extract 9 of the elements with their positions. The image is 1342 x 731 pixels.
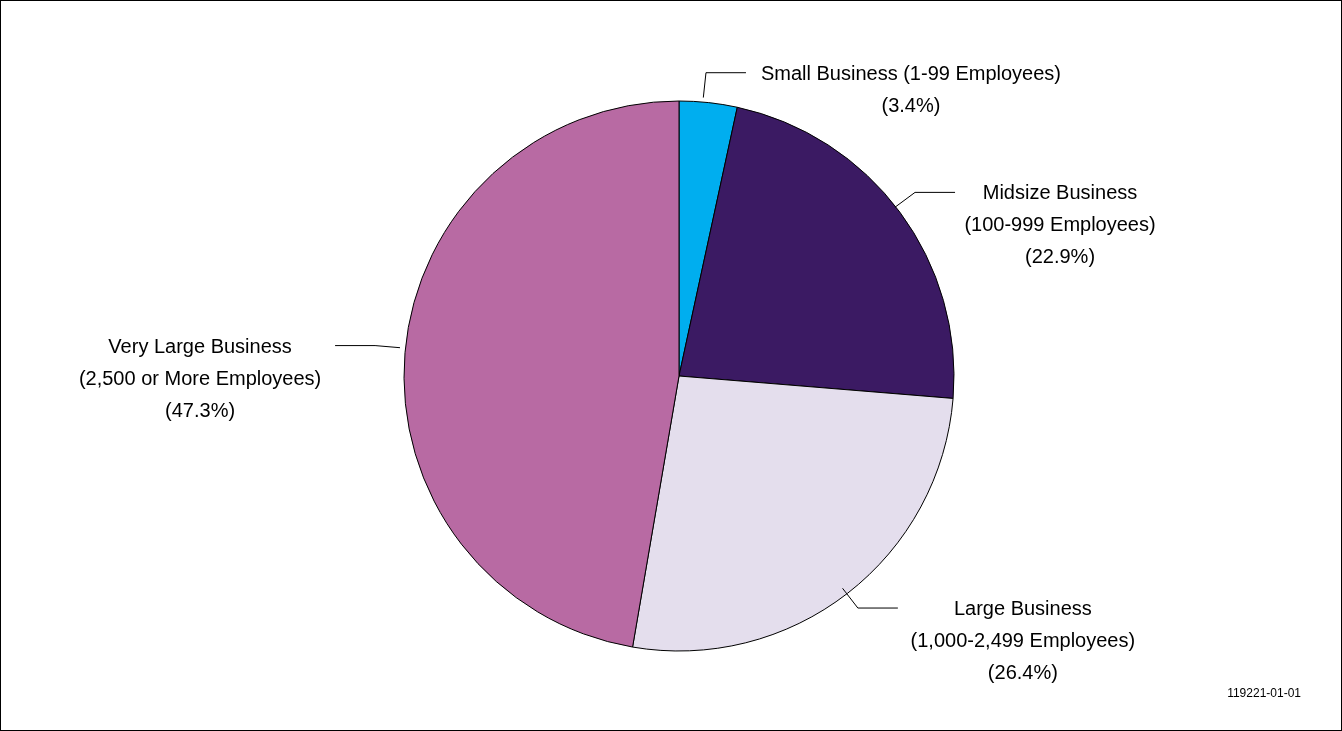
slice-label: Midsize Business (100-999 Employees) (964, 181, 1156, 236)
data-label: (3.4%) (881, 93, 941, 116)
slice-label: Very Large Business (2,500 or More Employees) (78, 334, 322, 389)
data-label: (47.3%) (165, 398, 236, 421)
text: 119221-01-01 (1227, 686, 1301, 700)
data-label: (22.9%) (1025, 245, 1096, 268)
slice-label: Large Business (1,000-2,499 Employees) (910, 597, 1136, 652)
slice-label: Small Business (1-99 Employees) (760, 61, 1062, 84)
data-label: (26.4%) (987, 661, 1058, 684)
